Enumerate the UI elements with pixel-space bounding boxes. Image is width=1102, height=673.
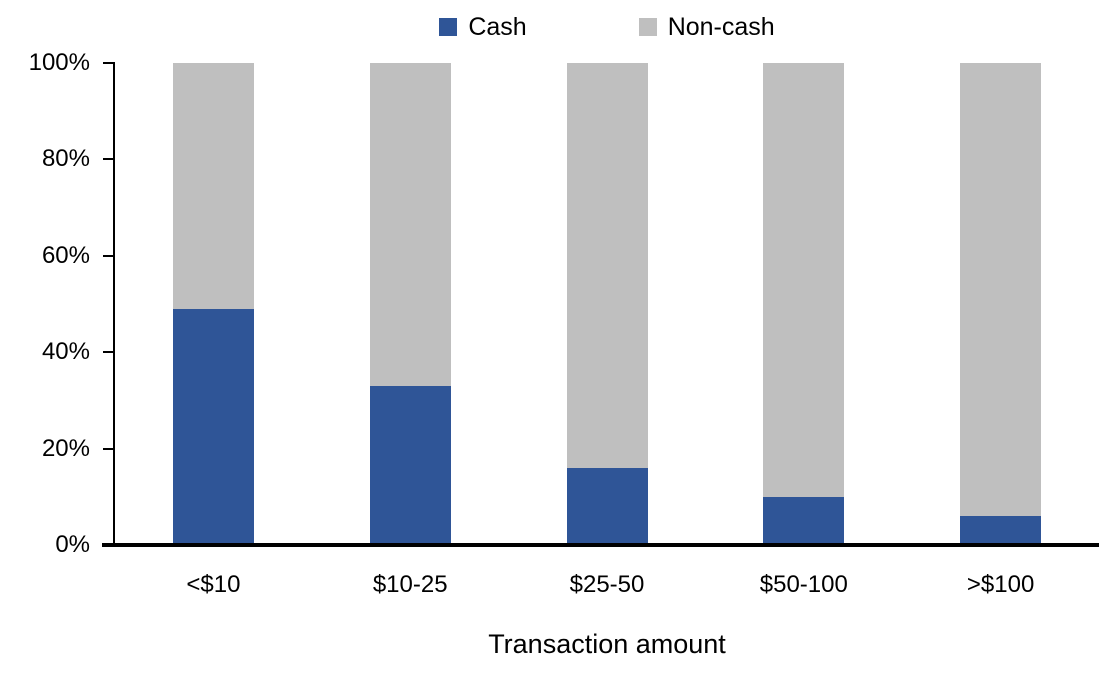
bar-segment-cash (566, 467, 648, 545)
bar-group (960, 63, 1042, 545)
bar-segment-non-cash (172, 63, 254, 309)
y-tick-label: 0% (55, 531, 90, 558)
x-axis-title: Transaction amount (488, 629, 726, 659)
bar-segment-non-cash (763, 63, 845, 497)
y-tick-label: 60% (41, 241, 90, 269)
legend-cash-label: Cash (468, 13, 527, 41)
y-tick-mark (103, 254, 115, 257)
x-category-label: $50-100 (759, 571, 848, 598)
legend-cash-swatch (439, 18, 458, 36)
legend-noncash-swatch (638, 18, 657, 36)
x-axis-line (102, 543, 1099, 547)
y-tick-label: 40% (41, 338, 90, 366)
chart-legend: Cash Non-cash (115, 12, 1099, 42)
bar-segment-non-cash (960, 63, 1042, 517)
x-category-label: >$100 (966, 571, 1035, 598)
legend-item-cash: Cash (439, 12, 527, 42)
bar-group (566, 63, 648, 545)
legend-item-noncash: Non-cash (638, 12, 775, 42)
y-axis-line (113, 63, 115, 545)
y-tick-label: 20% (41, 434, 90, 462)
x-category-label: $25-50 (569, 571, 645, 598)
y-tick-label: 100% (28, 49, 90, 76)
bar-segment-non-cash (369, 63, 451, 386)
x-category-label: <$10 (186, 571, 241, 598)
bar-segment-cash (172, 308, 254, 545)
y-tick-mark (103, 158, 115, 161)
bar-segment-cash (763, 496, 845, 545)
legend-noncash-label: Non-cash (667, 13, 775, 41)
bar-segment-cash (960, 516, 1042, 545)
bar-group (172, 63, 254, 545)
bar-group (763, 63, 845, 545)
y-tick-mark (103, 447, 115, 450)
y-tick-mark (103, 62, 115, 64)
bar-segment-cash (369, 385, 451, 545)
bar-group (369, 63, 451, 545)
bar-segment-non-cash (566, 63, 648, 468)
y-tick-mark (103, 351, 115, 354)
y-tick-label: 80% (41, 145, 90, 173)
x-category-label: $10-25 (372, 571, 448, 598)
